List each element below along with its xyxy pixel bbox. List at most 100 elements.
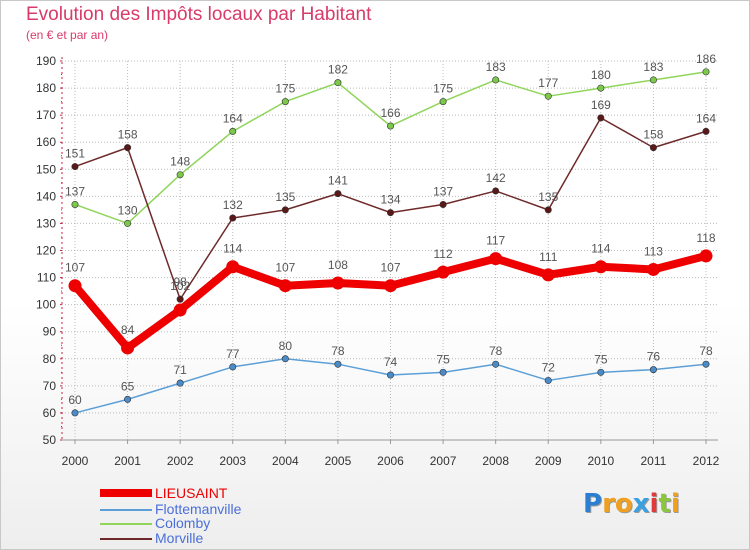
point-flottemanville <box>281 355 289 363</box>
data-label-colomby: 183 <box>486 60 506 74</box>
y-tick-label: 170 <box>36 108 56 122</box>
data-label-morville: 102 <box>170 279 190 293</box>
point-morville <box>597 114 605 122</box>
point-morville <box>281 206 289 214</box>
y-tick-label: 160 <box>36 135 56 149</box>
logo-letter: t <box>658 489 671 519</box>
point-lieusaint <box>436 265 450 279</box>
data-label-morville: 158 <box>118 128 138 142</box>
chart-title: Evolution des Impôts locaux par Habitant <box>26 4 372 25</box>
y-tick-label: 100 <box>36 298 56 312</box>
proxiti-logo: Proxiti <box>583 489 680 519</box>
data-label-morville: 135 <box>275 190 295 204</box>
data-label-morville: 158 <box>643 128 663 142</box>
x-tick-label: 2000 <box>62 454 89 468</box>
y-tick-label: 180 <box>36 81 56 95</box>
point-colomby <box>597 84 605 92</box>
data-label-morville: 132 <box>223 198 243 212</box>
point-flottemanville <box>386 371 394 379</box>
point-colomby <box>334 79 342 87</box>
data-label-morville: 141 <box>328 174 348 188</box>
point-flottemanville <box>702 360 710 368</box>
data-label-flottemanville: 65 <box>121 379 135 393</box>
point-morville <box>544 206 552 214</box>
data-label-flottemanville: 60 <box>68 393 82 407</box>
data-label-lieusaint: 113 <box>644 244 663 258</box>
point-colomby <box>281 98 289 106</box>
data-label-lieusaint: 84 <box>121 323 135 337</box>
point-colomby <box>176 171 184 179</box>
point-flottemanville <box>439 368 447 376</box>
data-label-flottemanville: 78 <box>331 344 345 358</box>
point-morville <box>649 144 657 152</box>
x-tick-label: 2009 <box>535 454 562 468</box>
point-morville <box>124 144 132 152</box>
data-labels: 137 130 148 164 175 182 166 175 183 177 180 183 186 1… <box>65 52 716 407</box>
legend-label-colomby: Colomby <box>155 515 211 531</box>
point-flottemanville <box>492 360 500 368</box>
y-tick-label: 60 <box>43 406 57 420</box>
point-colomby <box>649 76 657 84</box>
data-label-flottemanville: 80 <box>279 339 293 353</box>
chart-subtitle: (en € et par an) <box>26 28 109 42</box>
data-label-lieusaint: 114 <box>223 242 242 256</box>
data-label-flottemanville: 76 <box>647 350 661 364</box>
data-label-lieusaint: 107 <box>65 261 85 275</box>
legend-swatch-colomby <box>100 523 152 525</box>
x-tick-label: 2011 <box>641 454 667 468</box>
point-lieusaint <box>594 260 608 274</box>
data-label-flottemanville: 78 <box>699 344 713 358</box>
y-tick-label: 150 <box>36 162 56 176</box>
data-label-morville: 135 <box>538 190 558 204</box>
data-label-flottemanville: 75 <box>436 352 450 366</box>
point-flottemanville <box>334 360 342 368</box>
legend-label-lieusaint: LIEUSAINT <box>155 485 228 501</box>
x-tick-label: 2001 <box>114 454 141 468</box>
data-label-morville: 134 <box>380 193 400 207</box>
point-lieusaint <box>541 268 555 282</box>
data-label-colomby: 177 <box>538 76 558 90</box>
data-label-lieusaint: 107 <box>380 261 400 275</box>
data-label-colomby: 186 <box>696 52 716 66</box>
series-group <box>68 68 713 417</box>
y-tick-label: 80 <box>43 352 57 366</box>
y-tick-label: 70 <box>43 379 57 393</box>
x-tick-label: 2004 <box>272 454 299 468</box>
point-colomby <box>544 92 552 100</box>
data-label-colomby: 182 <box>328 63 348 77</box>
point-colomby <box>124 219 132 227</box>
data-label-colomby: 175 <box>275 82 295 96</box>
point-flottemanville <box>124 395 132 403</box>
point-lieusaint <box>699 249 713 263</box>
x-tick-label: 2007 <box>430 454 457 468</box>
point-colomby <box>492 76 500 84</box>
point-flottemanville <box>229 363 237 371</box>
logo-letter: i <box>649 489 659 519</box>
x-tick-label: 2002 <box>167 454 194 468</box>
legend-swatch-flottemanville <box>100 509 152 511</box>
point-colomby <box>702 68 710 76</box>
point-lieusaint <box>646 262 660 276</box>
logo-letter: P <box>583 489 603 519</box>
point-lieusaint <box>173 303 187 317</box>
logo-letter: r <box>602 489 615 519</box>
data-label-lieusaint: 112 <box>434 247 453 261</box>
x-tick-label: 2010 <box>587 454 614 468</box>
point-lieusaint <box>278 279 292 293</box>
point-flottemanville <box>597 368 605 376</box>
x-tick-label: 2003 <box>219 454 246 468</box>
point-flottemanville <box>544 376 552 384</box>
data-label-flottemanville: 71 <box>173 363 187 377</box>
point-colomby <box>229 127 237 135</box>
point-morville <box>702 127 710 135</box>
point-flottemanville <box>71 409 79 417</box>
data-label-morville: 137 <box>433 184 453 198</box>
y-tick-label: 50 <box>43 433 57 447</box>
point-colomby <box>71 200 79 208</box>
data-label-colomby: 148 <box>170 155 190 169</box>
point-morville <box>334 190 342 198</box>
x-tick-label: 2006 <box>377 454 404 468</box>
y-tick-label: 90 <box>43 325 57 339</box>
legend-swatch-morville <box>100 538 152 540</box>
